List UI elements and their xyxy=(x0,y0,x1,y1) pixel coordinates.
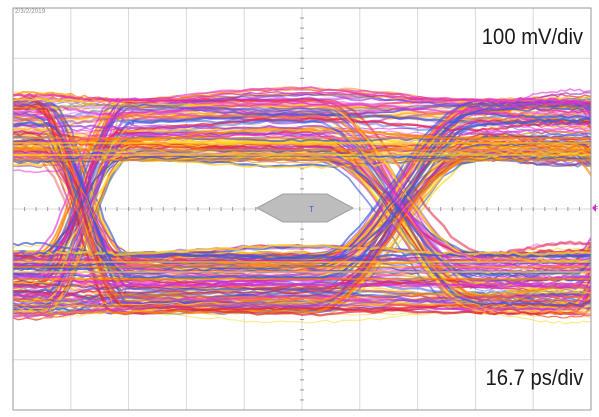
eye-trace xyxy=(13,124,591,290)
horizontal-scale-label: 16.7 ps/div xyxy=(485,365,583,390)
eye-trace xyxy=(13,105,591,317)
eye-trace xyxy=(13,301,591,310)
capture-timestamp: 2/3/2/2019 xyxy=(15,9,46,15)
eye-mask-region xyxy=(255,193,355,223)
vertical-scale-label: 100 mV/div xyxy=(481,24,583,49)
eye-trace xyxy=(13,92,591,308)
center-marker: T xyxy=(309,205,314,214)
trigger-level-label: F xyxy=(594,206,598,213)
eye-trace xyxy=(13,96,591,260)
eye-trace xyxy=(13,93,591,122)
eye-trace xyxy=(13,128,591,294)
plot-border xyxy=(12,7,592,411)
eye-trace xyxy=(13,138,591,282)
eye-trace xyxy=(13,90,591,315)
eye-trace xyxy=(13,250,591,260)
eye-trace xyxy=(13,91,591,108)
eye-trace xyxy=(13,155,591,258)
eye-trace xyxy=(13,97,591,263)
eye-trace xyxy=(13,266,591,288)
eye-trace xyxy=(13,121,591,292)
eye-trace xyxy=(13,118,591,278)
eye-trace xyxy=(13,244,591,257)
eye-trace xyxy=(13,90,591,110)
eye-traces xyxy=(13,85,591,325)
eye-trace xyxy=(13,152,591,312)
eye-trace xyxy=(13,115,591,301)
eye-trace xyxy=(13,142,591,157)
eye-trace xyxy=(13,101,591,268)
eye-trace xyxy=(13,117,591,280)
eye-trace xyxy=(13,103,591,319)
eye-trace xyxy=(13,151,591,262)
trigger-level-arrow-icon[interactable] xyxy=(592,204,596,212)
